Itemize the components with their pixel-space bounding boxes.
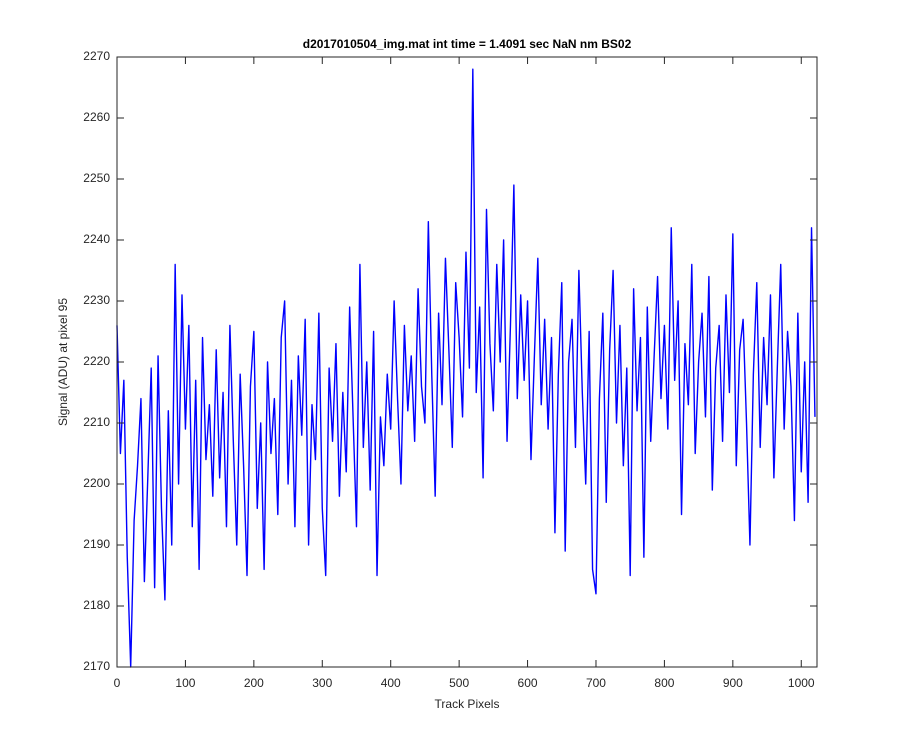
y-tick-label: 2190 <box>83 537 110 551</box>
y-tick-label: 2270 <box>83 49 110 63</box>
x-tick-label: 800 <box>654 676 674 690</box>
x-tick-label: 900 <box>723 676 743 690</box>
x-tick-label: 1000 <box>788 676 815 690</box>
plot-area <box>117 57 817 667</box>
y-tick-label: 2230 <box>83 293 110 307</box>
y-tick-label: 2240 <box>83 232 110 246</box>
y-axis-label: Signal (ADU) at pixel 95 <box>56 298 70 426</box>
chart-title: d2017010504_img.mat int time = 1.4091 se… <box>303 37 632 51</box>
x-tick-label: 600 <box>518 676 538 690</box>
data-line <box>116 68 816 668</box>
x-tick-label: 0 <box>114 676 121 690</box>
x-tick-label: 400 <box>381 676 401 690</box>
y-tick-label: 2210 <box>83 415 110 429</box>
y-tick-label: 2250 <box>83 171 110 185</box>
y-tick-label: 2200 <box>83 476 110 490</box>
x-tick-label: 300 <box>312 676 332 690</box>
y-tick-label: 2170 <box>83 659 110 673</box>
x-axis-label: Track Pixels <box>435 697 500 711</box>
x-tick-label: 200 <box>244 676 264 690</box>
x-tick-label: 700 <box>586 676 606 690</box>
y-tick-label: 2260 <box>83 110 110 124</box>
y-tick-label: 2180 <box>83 598 110 612</box>
x-tick-label: 100 <box>175 676 195 690</box>
x-tick-label: 500 <box>449 676 469 690</box>
y-tick-label: 2220 <box>83 354 110 368</box>
